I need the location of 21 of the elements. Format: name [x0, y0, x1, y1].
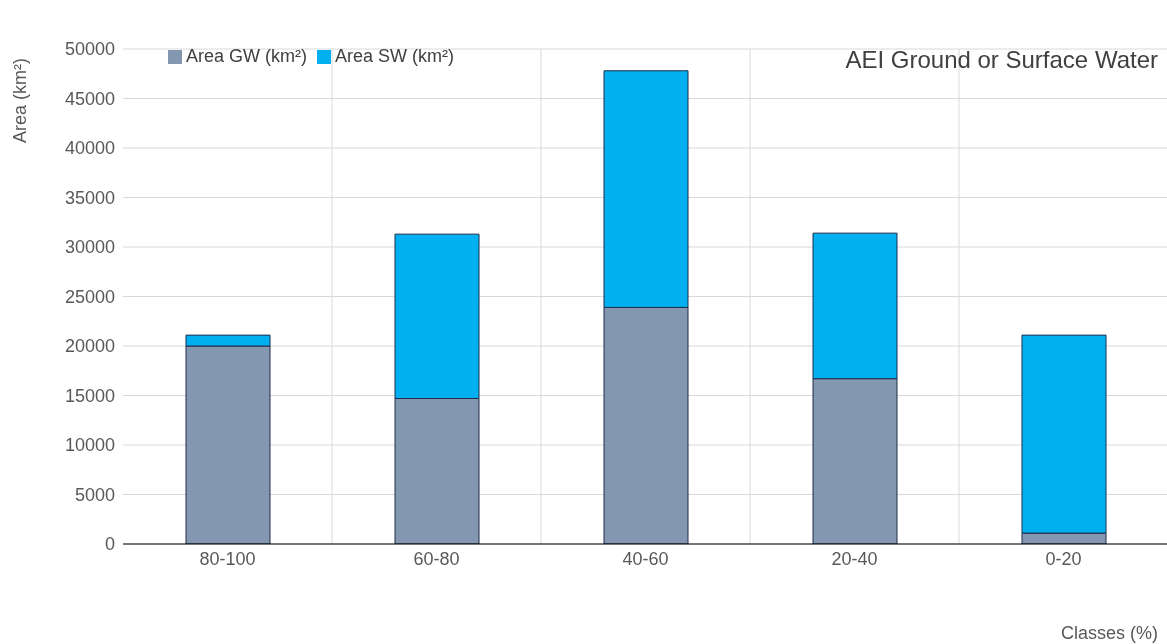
y-tick-label: 45000	[64, 88, 115, 109]
x-tick-label: 20-40	[831, 548, 878, 569]
x-axis-title: Classes (%)	[1060, 623, 1158, 644]
y-tick-label: 5000	[74, 484, 115, 505]
y-axis-title: Area (km²)	[10, 58, 31, 143]
y-tick-label: 10000	[64, 435, 115, 456]
legend-label: Area GW (km²)	[186, 46, 307, 66]
y-tick-label: 25000	[64, 286, 115, 307]
x-tick-label: 40-60	[622, 548, 669, 569]
y-tick-label: 0	[104, 534, 115, 555]
y-tick-label: 15000	[64, 385, 115, 406]
y-tick-label: 20000	[64, 336, 115, 357]
y-tick-label: 50000	[64, 39, 115, 60]
x-tick-label: 80-100	[199, 548, 256, 569]
x-tick-label: 60-80	[413, 548, 460, 569]
y-tick-label: 35000	[64, 187, 115, 208]
y-tick-label: 40000	[64, 138, 115, 159]
chart-title: AEI Ground or Surface Water	[845, 46, 1158, 74]
legend-label: Area SW (km²)	[335, 46, 454, 66]
y-tick-label: 30000	[64, 237, 115, 258]
x-tick-label: 0-20	[1045, 548, 1082, 569]
